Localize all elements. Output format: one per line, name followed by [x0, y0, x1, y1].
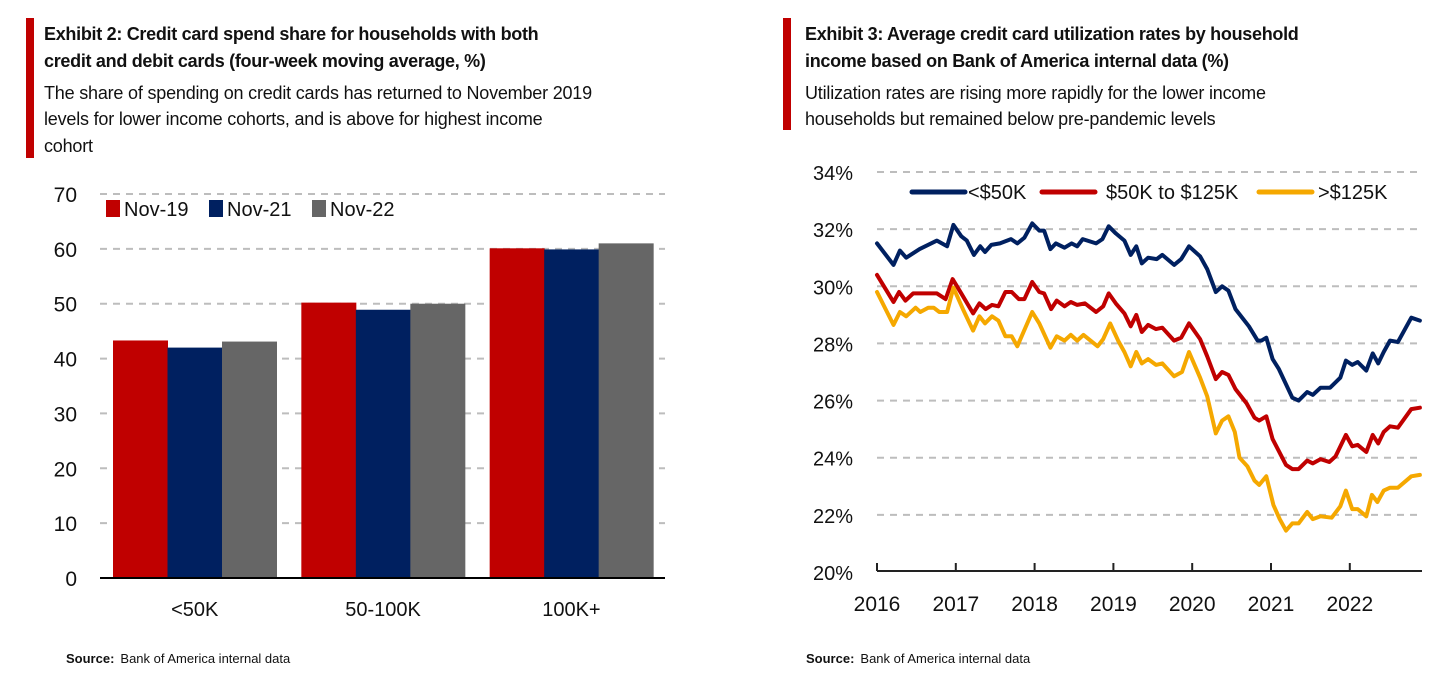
- exhibit3-source-label: Source:: [806, 651, 855, 666]
- bar-nov-21-1: [355, 309, 411, 578]
- legend-label: Nov-22: [330, 199, 394, 221]
- y-tick-label: 10: [54, 513, 77, 536]
- exhibit3-source-text: Bank of America internal data: [860, 651, 1031, 666]
- series-line-1: [875, 272, 1422, 472]
- legend-label: Nov-21: [227, 199, 291, 221]
- series-line-0: [875, 221, 1422, 403]
- y-tick-label: 28%: [813, 334, 853, 356]
- y-tick-label: 34%: [813, 163, 853, 185]
- exhibit2-title-line2: credit and debit cards (four-week moving…: [44, 51, 486, 71]
- exhibit2-source-label: Source:: [66, 651, 115, 666]
- y-tick-label: 24%: [813, 449, 853, 471]
- exhibit3-source: Source: Bank of America internal data: [806, 651, 1030, 666]
- y-tick-label: 20: [54, 458, 77, 481]
- y-tick-label: 26%: [813, 392, 853, 414]
- y-tick-label: 60: [54, 239, 77, 262]
- x-tick-label: 2020: [1169, 593, 1216, 616]
- bar-nov-21-2: [544, 249, 600, 579]
- exhibit2-accent-bar: [26, 18, 34, 158]
- exhibit2-title-line1: Exhibit 2: Credit card spend share for h…: [44, 24, 539, 44]
- y-tick-label: 22%: [813, 506, 853, 528]
- legend-swatch-nov-22: [312, 200, 326, 217]
- exhibit3-subtitle-line2: households but remained below pre-pandem…: [805, 109, 1216, 129]
- y-tick-label: 70: [54, 184, 77, 207]
- x-tick-label: 2021: [1248, 593, 1295, 616]
- exhibit2-subtitle-line3: cohort: [44, 136, 93, 156]
- legend-label: Nov-19: [124, 199, 188, 221]
- series-line-2: [875, 285, 1422, 533]
- exhibit2-subtitle-line2: levels for lower income cohorts, and is …: [44, 109, 543, 129]
- y-tick-label: 40: [54, 349, 77, 372]
- x-tick-label: 2018: [1011, 593, 1058, 616]
- x-category-label: <50K: [171, 599, 219, 621]
- exhibit3-title-line1: Exhibit 3: Average credit card utilizati…: [805, 24, 1299, 44]
- exhibit2-subtitle-line1: The share of spending on credit cards ha…: [44, 83, 592, 103]
- bar-nov-22-2: [598, 243, 654, 578]
- legend-label: <$50K: [968, 182, 1027, 204]
- exhibit2-source: Source: Bank of America internal data: [66, 651, 290, 666]
- bar-nov-22-0: [222, 341, 277, 578]
- bar-nov-19-0: [113, 340, 168, 578]
- y-tick-label: 50: [54, 294, 77, 317]
- x-tick-label: 2019: [1090, 593, 1137, 616]
- exhibit3-subtitle-line1: Utilization rates are rising more rapidl…: [805, 83, 1266, 103]
- legend-label: >$125K: [1318, 182, 1388, 204]
- x-tick-label: 2016: [854, 593, 901, 616]
- exhibit3-title-line2: income based on Bank of America internal…: [805, 51, 1229, 71]
- bar-nov-19-1: [301, 302, 357, 578]
- y-tick-label: 32%: [813, 220, 853, 242]
- y-tick-label: 0: [65, 568, 77, 591]
- y-tick-label: 20%: [813, 563, 853, 585]
- bar-nov-21-0: [167, 347, 223, 578]
- legend-label: $50K to $125K: [1106, 182, 1239, 204]
- x-category-label: 100K+: [542, 599, 600, 621]
- legend-swatch-nov-21: [209, 200, 223, 217]
- bar-nov-19-2: [489, 248, 545, 578]
- x-tick-label: 2022: [1326, 593, 1373, 616]
- x-tick-label: 2017: [932, 593, 979, 616]
- bar-nov-22-1: [410, 303, 466, 578]
- exhibit2-source-text: Bank of America internal data: [120, 651, 291, 666]
- legend-swatch-nov-19: [106, 200, 120, 217]
- exhibit3-accent-bar: [783, 18, 791, 130]
- x-category-label: 50-100K: [345, 599, 421, 621]
- y-tick-label: 30: [54, 403, 77, 426]
- y-tick-label: 30%: [813, 277, 853, 299]
